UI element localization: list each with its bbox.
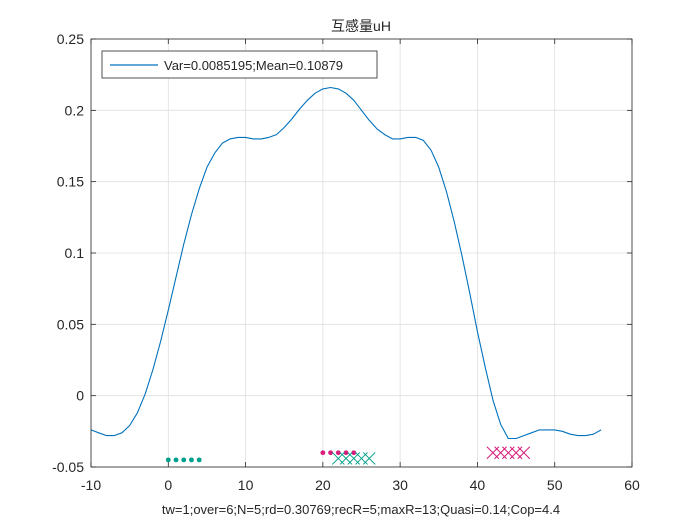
dot-marker bbox=[181, 457, 187, 463]
x-tick-label: 10 bbox=[238, 477, 254, 493]
y-tick-label: 0.25 bbox=[57, 31, 84, 47]
cross-stroke bbox=[362, 452, 376, 465]
dot-marker bbox=[343, 450, 349, 456]
x-tick-labels: -10 0 10 20 30 40 50 60 bbox=[81, 477, 640, 493]
dot-marker bbox=[328, 450, 333, 456]
y-tick-label: -0.05 bbox=[52, 459, 84, 475]
y-tick-label: 0.2 bbox=[65, 102, 85, 118]
cross-marker bbox=[517, 446, 531, 460]
x-tick-label: -10 bbox=[81, 477, 101, 493]
y-tick-label: 0.05 bbox=[57, 316, 84, 332]
dot-marker bbox=[173, 457, 179, 463]
y-tick-label: 0.15 bbox=[57, 174, 84, 190]
x-tick-label: 0 bbox=[164, 477, 172, 493]
x-axis-label: tw=1;over=6;N=5;rd=0.30769;recR=5;maxR=1… bbox=[162, 502, 560, 517]
y-tick-label: 0 bbox=[76, 388, 84, 404]
cross-marker bbox=[362, 452, 376, 465]
legend: Var=0.0085195;Mean=0.10879 bbox=[101, 50, 378, 79]
x-tick-label: 40 bbox=[470, 477, 486, 493]
tick-marks bbox=[90, 38, 633, 468]
legend-entry: Var=0.0085195;Mean=0.10879 bbox=[164, 58, 343, 73]
x-tick-label: 50 bbox=[547, 477, 563, 493]
cross-stroke bbox=[517, 446, 531, 460]
y-tick-label: 0.1 bbox=[65, 245, 85, 261]
dot-marker bbox=[351, 450, 357, 456]
dot-marker bbox=[165, 457, 171, 463]
marker-layer bbox=[165, 446, 531, 465]
dot-marker bbox=[196, 457, 202, 463]
x-tick-label: 20 bbox=[315, 477, 331, 493]
series-line bbox=[90, 86, 602, 440]
dot-marker bbox=[335, 450, 341, 456]
dot-marker bbox=[189, 457, 194, 463]
series-layer bbox=[90, 86, 602, 440]
x-tick-label: 60 bbox=[624, 477, 640, 493]
x-tick-label: 30 bbox=[392, 477, 408, 493]
y-tick-labels: -0.05 0 0.05 0.1 0.15 0.2 0.25 bbox=[52, 31, 84, 475]
chart-title: 互感量uH bbox=[331, 18, 391, 34]
dot-marker bbox=[320, 450, 326, 456]
